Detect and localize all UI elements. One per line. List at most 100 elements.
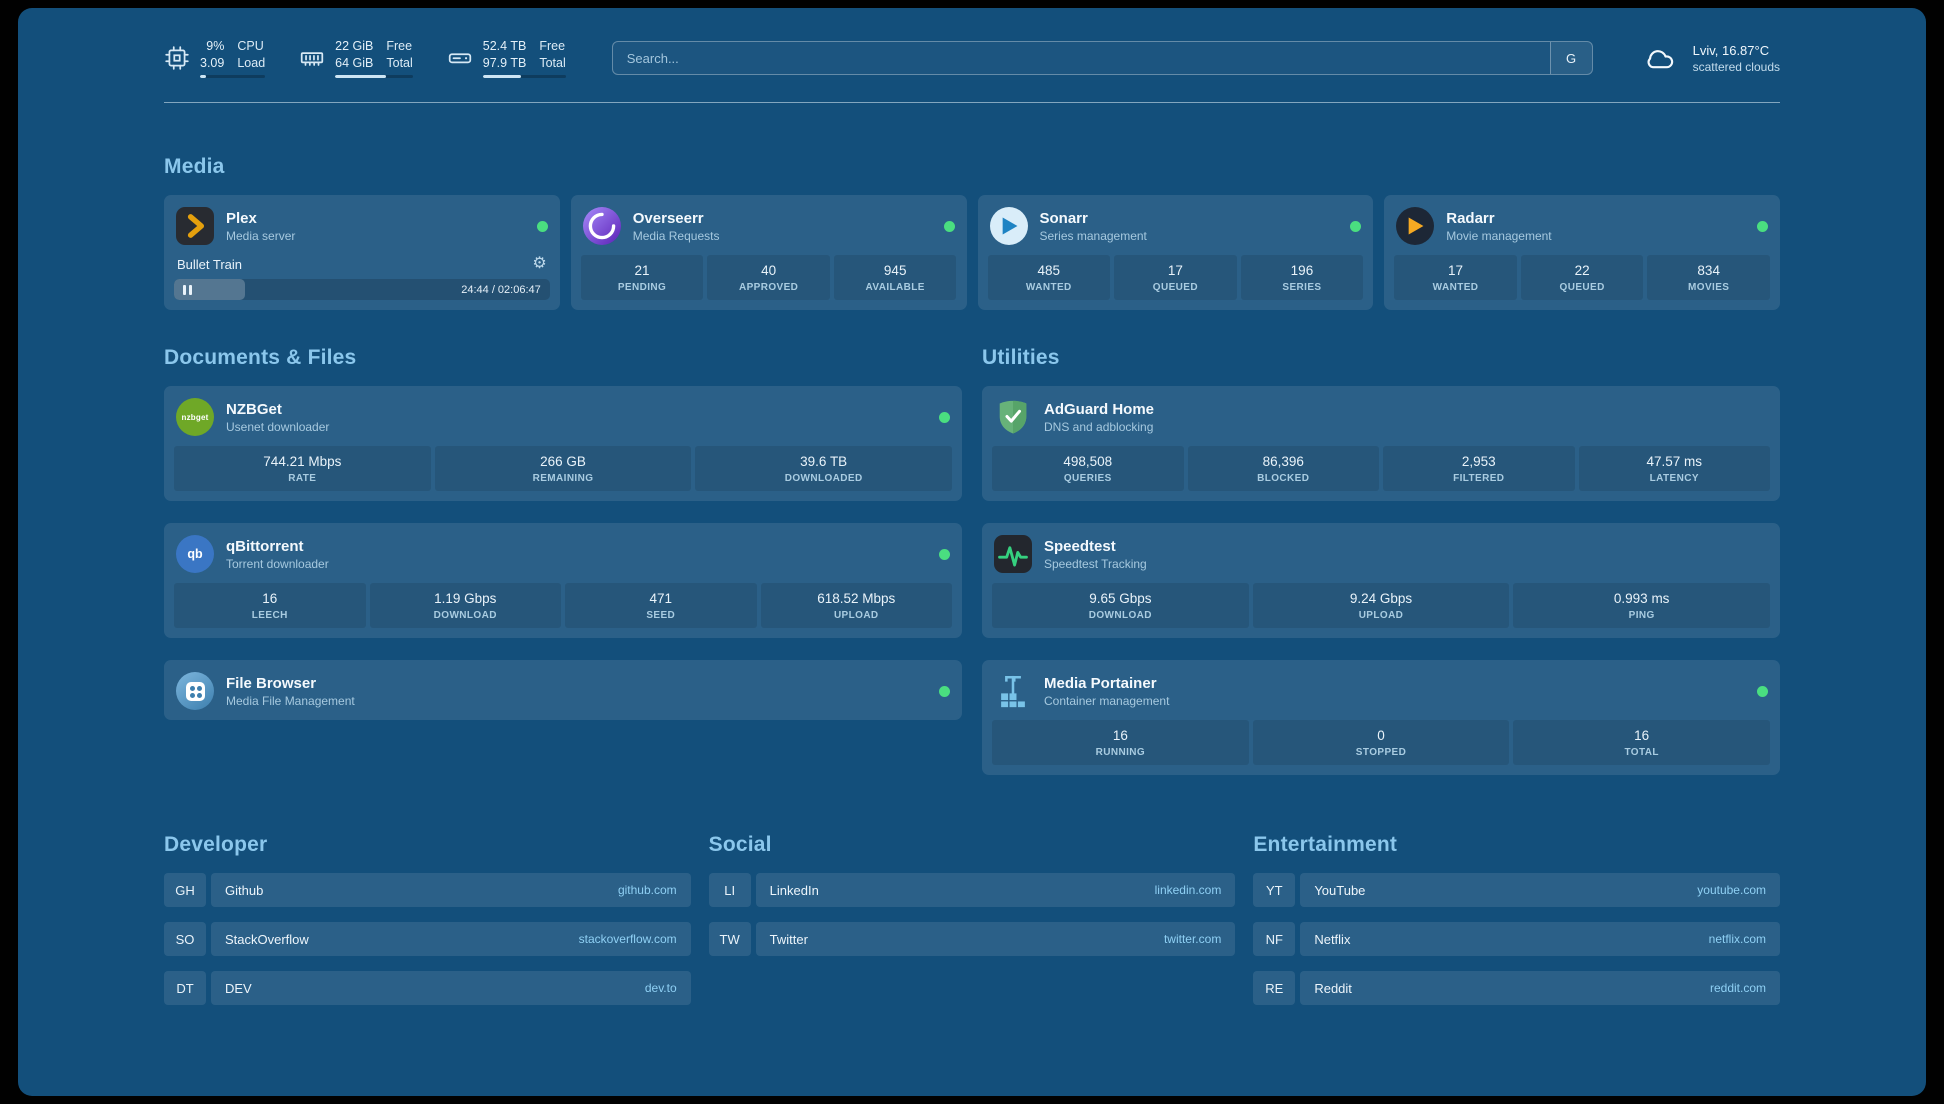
stat-block: 16 RUNNING	[992, 720, 1249, 765]
service-card-portainer[interactable]: Media Portainer Container management 16 …	[982, 660, 1780, 775]
stat-block: 47.57 ms LATENCY	[1578, 446, 1770, 491]
service-header[interactable]: Sonarr Series management	[988, 205, 1364, 245]
portainer-icon	[994, 672, 1032, 710]
service-card-filebrowser[interactable]: File Browser Media File Management	[164, 660, 962, 720]
service-stats: 498,508 QUERIES 86,396 BLOCKED 2,953 FIL…	[992, 446, 1770, 491]
service-subtitle: Media File Management	[226, 694, 355, 709]
service-subtitle: Movie management	[1446, 229, 1552, 244]
service-header[interactable]: Plex Media server	[174, 205, 550, 245]
dashboard: 9% CPU 3.09 Load	[18, 8, 1926, 1096]
memory-total-label: Total	[386, 55, 413, 70]
stat-block: 16 LEECH	[174, 583, 366, 628]
pause-icon[interactable]	[183, 284, 192, 295]
service-card-speedtest[interactable]: Speedtest Speedtest Tracking 9.65 Gbps D…	[982, 523, 1780, 638]
service-card-adguard[interactable]: AdGuard Home DNS and adblocking 498,508 …	[982, 386, 1780, 501]
service-header[interactable]: AdGuard Home DNS and adblocking	[992, 396, 1770, 436]
stat-block: 39.6 TB DOWNLOADED	[695, 446, 953, 491]
disk-progress-fill	[482, 75, 521, 78]
service-card-radarr[interactable]: Radarr Movie management 17 WANTED 22 QUE…	[1384, 195, 1780, 310]
service-name: NZBGet	[226, 400, 282, 418]
service-card-qbittorrent[interactable]: qb qBittorrent Torrent downloader 16 LEE…	[164, 523, 962, 638]
playback-progress-bar[interactable]: 24:44 / 02:06:47	[174, 279, 550, 300]
service-header[interactable]: Radarr Movie management	[1394, 205, 1770, 245]
memory-progress-bar	[335, 75, 413, 78]
bookmark-dev[interactable]: DT DEV dev.to	[164, 971, 691, 1005]
stat-block: 744.21 Mbps RATE	[174, 446, 431, 491]
weather-widget: Lviv, 16.87°C scattered clouds	[1639, 41, 1780, 75]
bookmark-domain: linkedin.com	[1154, 883, 1222, 897]
service-card-nzbget[interactable]: nzbget NZBGet Usenet downloader 744.21 M…	[164, 386, 962, 501]
bookmark-abbr[interactable]: GH	[164, 873, 206, 907]
plex-icon	[176, 207, 214, 245]
stat-block: 9.24 Gbps UPLOAD	[1252, 583, 1510, 628]
bookmark-abbr[interactable]: YT	[1253, 873, 1296, 907]
bookmark-abbr[interactable]: LI	[708, 873, 751, 907]
stat-block: 0 STOPPED	[1252, 720, 1510, 765]
now-playing-row: Bullet Train ⚙	[174, 256, 550, 272]
bookmark-twitter[interactable]: TW Twitter twitter.com	[708, 922, 1236, 956]
overseerr-icon	[582, 207, 621, 245]
bookmark-github[interactable]: GH Github github.com	[164, 873, 691, 907]
service-subtitle: Media server	[226, 229, 296, 244]
bookmark-stackoverflow[interactable]: SO StackOverflow stackoverflow.com	[164, 922, 691, 956]
gear-icon[interactable]: ⚙	[532, 255, 547, 272]
service-subtitle: Usenet downloader	[226, 420, 330, 435]
section-title-entertainment: Entertainment	[1253, 833, 1398, 856]
bookmark-domain: reddit.com	[1709, 981, 1766, 995]
service-card-sonarr[interactable]: Sonarr Series management 485 WANTED 17 Q…	[977, 195, 1374, 310]
status-dot-online	[1757, 685, 1768, 697]
service-header[interactable]: File Browser Media File Management	[174, 670, 952, 710]
bookmark-name: LinkedIn	[769, 882, 819, 898]
service-stats: 16 RUNNING 0 STOPPED 16 TOTAL	[992, 720, 1771, 765]
resource-monitors: 9% CPU 3.09 Load	[164, 38, 566, 78]
service-name: Media Portainer	[1044, 674, 1157, 692]
bookmark-abbr[interactable]: NF	[1253, 922, 1296, 956]
service-header[interactable]: Overseerr Media Requests	[581, 205, 957, 245]
service-stats: 17 WANTED 22 QUEUED 834 MOVIES	[1394, 255, 1770, 300]
service-header[interactable]: nzbget NZBGet Usenet downloader	[174, 396, 952, 436]
cpu-monitor: 9% CPU 3.09 Load	[164, 38, 266, 78]
sonarr-icon	[989, 207, 1028, 245]
search-bar[interactable]: G	[611, 41, 1593, 75]
service-header[interactable]: Media Portainer Container management	[992, 670, 1770, 710]
bookmark-netflix[interactable]: NF Netflix netflix.com	[1253, 922, 1780, 956]
service-card-plex[interactable]: Plex Media server Bullet Train ⚙ 24:44 /…	[164, 195, 560, 310]
search-provider-button[interactable]: G	[1549, 42, 1592, 74]
bookmark-name: Github	[225, 882, 264, 898]
section-media: Media Plex Media server Bullet Train ⚙	[164, 155, 1780, 310]
bookmark-abbr[interactable]: RE	[1253, 971, 1296, 1005]
bookmark-domain: github.com	[617, 883, 677, 897]
service-header[interactable]: Speedtest Speedtest Tracking	[992, 533, 1770, 573]
bookmark-abbr[interactable]: DT	[164, 971, 206, 1005]
bookmark-domain: youtube.com	[1697, 883, 1766, 897]
service-stats: 9.65 Gbps DOWNLOAD 9.24 Gbps UPLOAD 0.99…	[992, 583, 1771, 628]
bookmark-abbr[interactable]: TW	[708, 922, 751, 956]
bookmark-domain: dev.to	[644, 981, 677, 995]
bookmark-youtube[interactable]: YT YouTube youtube.com	[1253, 873, 1780, 907]
memory-monitor: 22 GiB Free 64 GiB Total	[299, 38, 413, 78]
service-name: File Browser	[226, 674, 317, 692]
cpu-progress-bar	[200, 75, 266, 78]
section-documents: Documents & Files nzbget NZBGet Usenet d…	[164, 346, 962, 720]
section-utilities: Utilities AdGuard Home	[982, 346, 1780, 775]
service-subtitle: Media Requests	[632, 229, 720, 244]
section-title-social: Social	[708, 833, 772, 856]
bookmark-domain: netflix.com	[1708, 932, 1766, 946]
bookmark-reddit[interactable]: RE Reddit reddit.com	[1253, 971, 1780, 1005]
bookmark-name: Reddit	[1314, 980, 1352, 996]
disk-monitor: 52.4 TB Free 97.9 TB Total	[447, 38, 566, 78]
stat-block: 498,508 QUERIES	[992, 446, 1184, 491]
service-card-overseerr[interactable]: Overseerr Media Requests 21 PENDING 40 A…	[570, 195, 967, 310]
bookmark-linkedin[interactable]: LI LinkedIn linkedin.com	[708, 873, 1236, 907]
service-name: Plex	[226, 209, 257, 227]
status-dot-online	[939, 548, 950, 560]
status-dot-online	[939, 685, 950, 697]
bookmark-abbr[interactable]: SO	[164, 922, 206, 956]
cpu-load-value: 3.09	[200, 55, 225, 70]
weather-condition: scattered clouds	[1692, 60, 1780, 75]
search-input[interactable]	[612, 42, 1550, 74]
filebrowser-icon	[176, 672, 214, 710]
service-header[interactable]: qb qBittorrent Torrent downloader	[174, 533, 952, 573]
cpu-usage-label: CPU	[237, 39, 264, 53]
bookmark-group-social: Social LI LinkedIn linkedin.com TW Twitt…	[708, 833, 1236, 956]
